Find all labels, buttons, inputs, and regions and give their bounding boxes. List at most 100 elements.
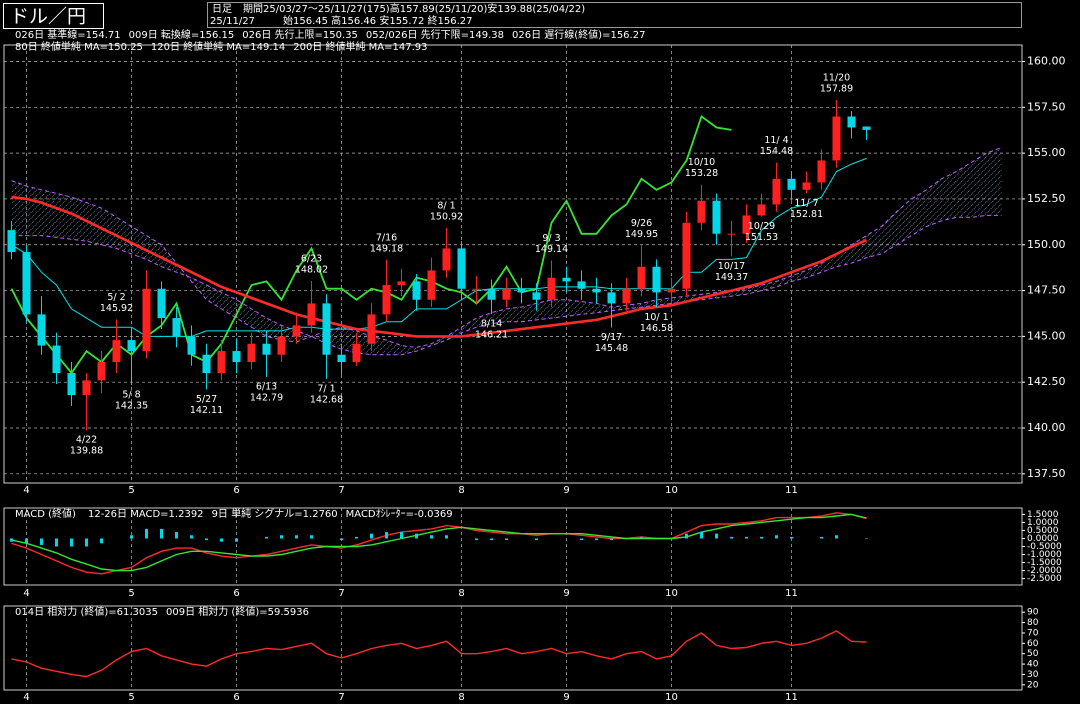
annotation-date: 6/23 — [301, 254, 322, 265]
bar — [310, 535, 313, 539]
candle-body — [97, 362, 106, 381]
legend-entry: 052/026日 先行下限=149.38 — [366, 28, 504, 41]
annotation-date: 7/16 — [376, 232, 397, 243]
annotation-date: 7/ 1 — [317, 383, 335, 394]
annotation-date: 6/13 — [256, 381, 277, 392]
candle-body — [397, 281, 406, 286]
bar — [175, 532, 178, 539]
panel-frame — [3, 44, 1023, 484]
candle-body — [202, 354, 211, 374]
annotation-value: 146.21 — [475, 330, 508, 341]
candle-body — [832, 116, 841, 161]
candle-body — [52, 345, 61, 374]
annotation-value: 148.02 — [295, 265, 328, 276]
annotation-value: 142.35 — [115, 400, 148, 411]
annotation-date: 5/27 — [196, 394, 217, 405]
x-tick-label: 7 — [338, 588, 344, 599]
y-tick-label: 160.00 — [1027, 54, 1066, 67]
x-tick-label: 4 — [23, 485, 29, 496]
bar — [715, 533, 718, 539]
y-tick-label: 145.00 — [1027, 329, 1066, 342]
candle-body — [547, 277, 556, 300]
panel-title: MACD (終値) — [15, 507, 76, 520]
annotation-value: 152.81 — [790, 209, 823, 220]
candle-body — [472, 288, 481, 290]
x-tick-label: 10 — [665, 485, 678, 496]
legend-entry: 026日 基準線=154.71 — [15, 28, 121, 41]
candle-body — [562, 277, 571, 282]
annotation-date: 9/ 3 — [542, 233, 560, 244]
bar — [835, 535, 838, 539]
cloud — [11, 147, 1002, 355]
y-tick-label: 0.5000 — [1027, 526, 1059, 536]
candle-body — [307, 303, 316, 326]
legend-entry: 9日 単純 シグナル=1.2760 — [212, 507, 338, 520]
annotation-value: 153.28 — [685, 168, 718, 179]
bar — [640, 536, 643, 539]
bar — [685, 533, 688, 539]
bar — [205, 538, 208, 541]
candle-body — [607, 292, 616, 304]
annotation-value: 154.48 — [760, 146, 793, 157]
annotation-date: 5/ 2 — [107, 292, 125, 303]
annotation-value: 145.92 — [100, 303, 133, 314]
y-tick-label: -0.5000 — [1027, 542, 1062, 552]
y-tick-label: 142.50 — [1027, 375, 1066, 388]
last-date: 25/11/27 — [210, 16, 255, 27]
candle-body — [592, 288, 601, 293]
candle-body — [682, 222, 691, 289]
annotation-date: 5/ 8 — [122, 389, 140, 400]
bar — [85, 538, 88, 547]
candle-body — [787, 178, 796, 190]
candle-body — [577, 281, 586, 289]
bar — [730, 536, 733, 539]
candle-body — [487, 288, 496, 300]
candle-body — [247, 343, 256, 363]
candle-body — [712, 200, 721, 234]
candle-body — [502, 288, 511, 300]
candle-body — [22, 252, 31, 315]
bar — [385, 532, 388, 539]
annotation-date: 4/22 — [76, 435, 97, 446]
annotation-date: 10/10 — [688, 157, 715, 168]
last-ohlc: 始156.45 高156.46 安155.72 終156.27 — [283, 14, 473, 27]
info-box — [207, 2, 1022, 28]
x-tick-label: 11 — [785, 588, 798, 599]
bar — [775, 535, 778, 539]
bar — [265, 536, 268, 539]
annotation-value: 151.53 — [745, 232, 778, 243]
candle-body — [742, 215, 751, 234]
bar — [760, 536, 763, 539]
bar — [340, 538, 343, 541]
annotation-value: 139.88 — [70, 446, 103, 457]
annotation-value: 149.14 — [535, 244, 568, 255]
bar — [490, 538, 493, 541]
y-tick-label: 40 — [1027, 660, 1039, 670]
candle-body — [232, 351, 241, 363]
candle-body — [532, 292, 541, 300]
y-tick-label: 140.00 — [1027, 421, 1066, 434]
candle-body — [667, 288, 676, 293]
annotation-value: 157.89 — [820, 84, 853, 95]
y-tick-label: 0.0000 — [1027, 534, 1059, 544]
bar — [505, 538, 508, 541]
bar — [415, 533, 418, 539]
y-tick-label: -2.0000 — [1027, 566, 1062, 576]
x-tick-label: 8 — [458, 485, 464, 496]
annotation-date: 8/ 1 — [437, 200, 455, 211]
chart-title: ドル／円 — [10, 6, 86, 28]
y-tick-label: 30 — [1027, 670, 1039, 680]
annotation-value: 142.79 — [250, 392, 283, 403]
candle-body — [442, 248, 451, 271]
bar — [475, 538, 478, 541]
y-tick-label: 155.00 — [1027, 146, 1066, 159]
x-tick-label: 7 — [338, 485, 344, 496]
bar — [25, 538, 28, 544]
candle-body — [352, 343, 361, 363]
annotation-date: 9/17 — [601, 332, 622, 343]
candle-body — [142, 288, 151, 352]
bar — [160, 528, 163, 539]
x-tick-label: 11 — [785, 692, 798, 703]
